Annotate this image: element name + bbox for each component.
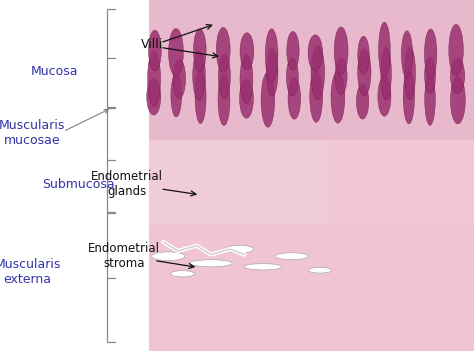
Bar <box>149 225 474 351</box>
Ellipse shape <box>240 55 253 103</box>
Text: Muscularis
externa: Muscularis externa <box>0 258 61 286</box>
Ellipse shape <box>173 59 186 99</box>
Ellipse shape <box>219 54 230 99</box>
Text: Endometrial
stroma: Endometrial stroma <box>88 242 160 270</box>
Ellipse shape <box>331 71 345 123</box>
Ellipse shape <box>193 51 205 100</box>
Ellipse shape <box>425 73 435 125</box>
Text: Mucosa: Mucosa <box>31 65 78 79</box>
Ellipse shape <box>404 47 416 100</box>
Ellipse shape <box>193 29 206 72</box>
Ellipse shape <box>335 58 347 94</box>
Ellipse shape <box>261 72 275 127</box>
Ellipse shape <box>381 47 392 100</box>
Ellipse shape <box>239 79 254 118</box>
Ellipse shape <box>425 57 436 93</box>
Ellipse shape <box>225 245 254 253</box>
Ellipse shape <box>378 77 391 116</box>
Ellipse shape <box>310 71 323 122</box>
Ellipse shape <box>265 29 278 82</box>
Ellipse shape <box>275 253 308 260</box>
Text: Submucosa: Submucosa <box>42 178 115 191</box>
Ellipse shape <box>401 31 412 78</box>
Ellipse shape <box>403 69 415 124</box>
Text: Villi: Villi <box>141 38 164 52</box>
Ellipse shape <box>190 260 232 267</box>
Ellipse shape <box>288 78 301 119</box>
Bar <box>149 0 474 351</box>
Ellipse shape <box>450 76 465 124</box>
Ellipse shape <box>358 49 371 95</box>
Text: Muscularis
mucosae: Muscularis mucosae <box>0 119 65 147</box>
Ellipse shape <box>379 22 390 78</box>
Ellipse shape <box>356 84 369 119</box>
Ellipse shape <box>334 27 348 75</box>
Ellipse shape <box>450 58 465 93</box>
Ellipse shape <box>244 264 282 270</box>
Ellipse shape <box>240 33 254 70</box>
Ellipse shape <box>195 69 206 124</box>
Ellipse shape <box>424 29 437 79</box>
Ellipse shape <box>286 58 299 96</box>
Ellipse shape <box>308 35 323 71</box>
Ellipse shape <box>146 78 161 115</box>
Ellipse shape <box>218 74 230 126</box>
Ellipse shape <box>168 28 183 76</box>
Ellipse shape <box>311 46 325 99</box>
Ellipse shape <box>266 48 278 96</box>
Ellipse shape <box>287 32 299 70</box>
Bar <box>149 140 328 228</box>
Bar <box>149 0 474 140</box>
Ellipse shape <box>216 27 230 72</box>
Ellipse shape <box>308 267 332 273</box>
Text: Endometrial
glands: Endometrial glands <box>91 170 163 198</box>
Ellipse shape <box>171 271 194 277</box>
Ellipse shape <box>148 30 161 71</box>
Ellipse shape <box>358 37 369 74</box>
Ellipse shape <box>171 74 182 117</box>
Ellipse shape <box>147 51 161 106</box>
Ellipse shape <box>152 252 185 260</box>
Ellipse shape <box>449 24 463 76</box>
